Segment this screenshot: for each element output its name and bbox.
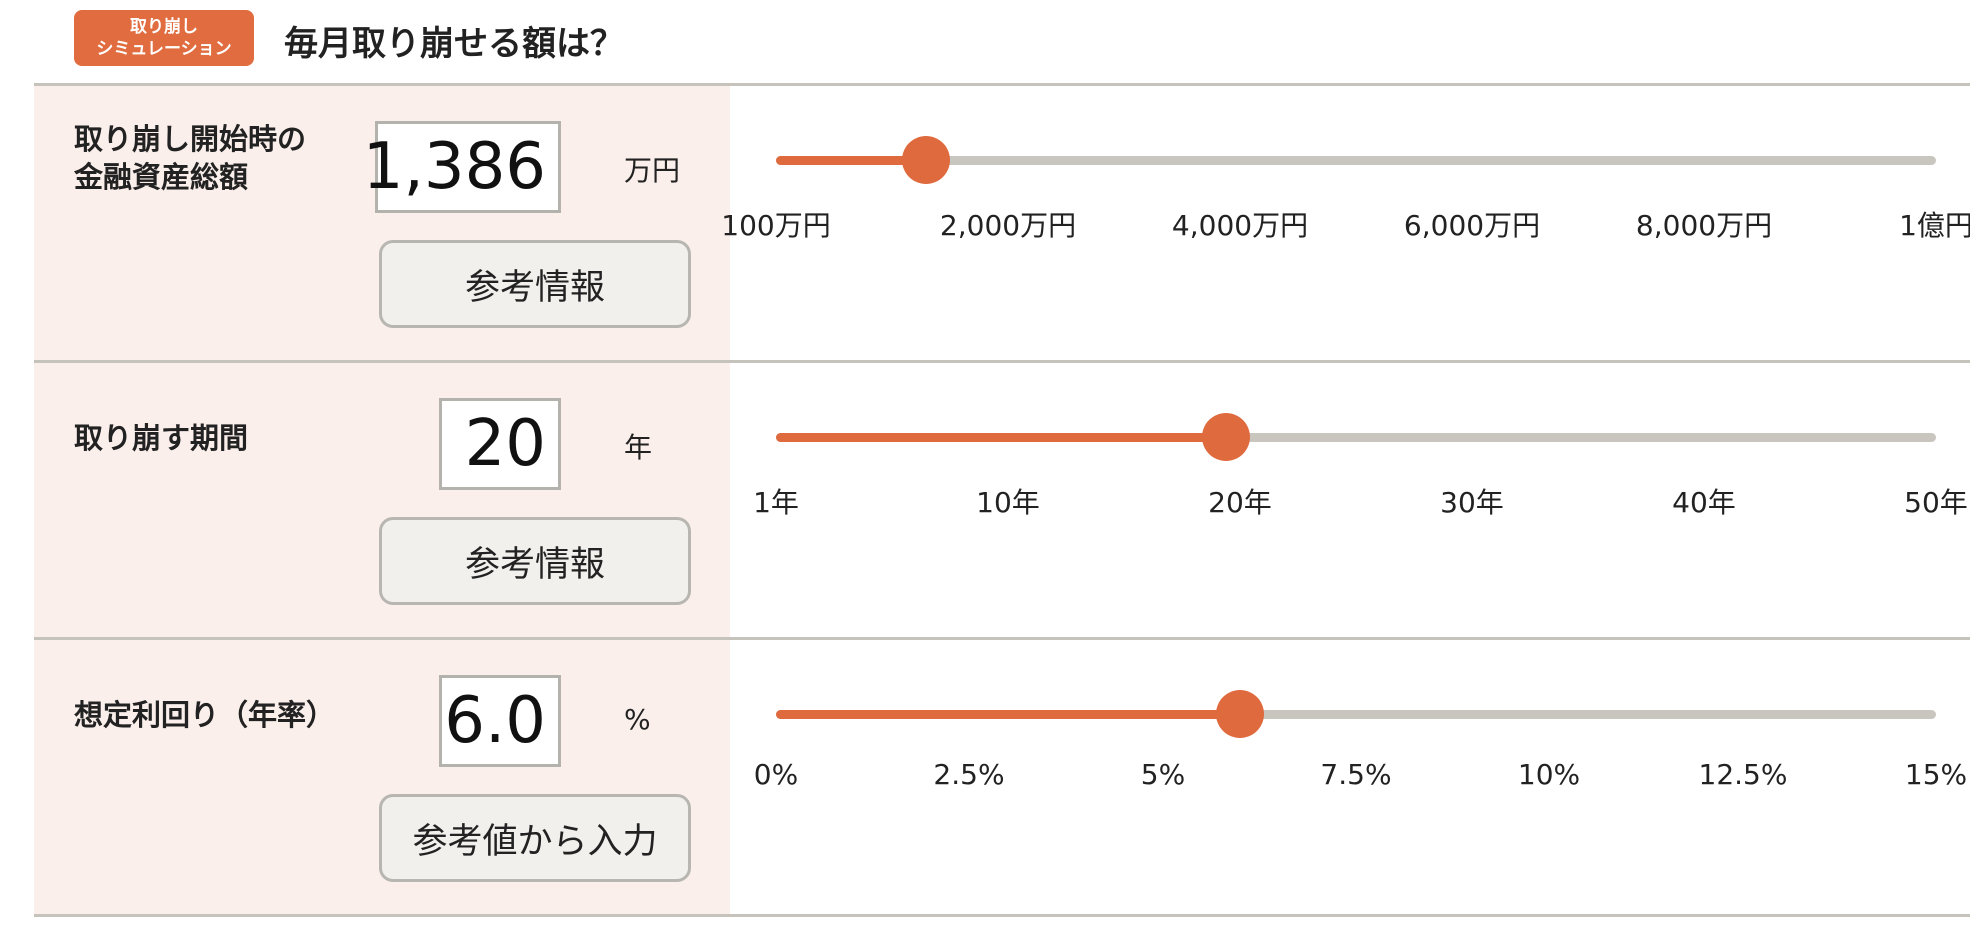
slider-tick-label: 7.5% <box>1320 758 1392 791</box>
slider-tick-label: 30年 <box>1440 486 1504 519</box>
expected-yield-unit: % <box>624 703 651 736</box>
slider-thumb[interactable] <box>902 136 950 184</box>
slider-track <box>776 156 1936 165</box>
expected-yield-row: 想定利回り（年率） 6.0 % 参考値から入力 0% 2.5% 5% 7.5% 10% 1… <box>34 637 1970 917</box>
slider-tick-label: 5% <box>1140 758 1186 791</box>
header: 取り崩し シミュレーション 毎月取り崩せる額は？ <box>0 0 1970 84</box>
expected-yield-input-area: 想定利回り（年率） 6.0 % 参考値から入力 <box>34 640 730 914</box>
asset-reference-info-button[interactable]: 参考情報 <box>379 240 691 328</box>
expected-yield-label: 想定利回り（年率） <box>74 698 336 732</box>
badge-line-1: 取り崩し <box>130 17 198 37</box>
slider-tick-label: 1億円 <box>1899 209 1970 242</box>
slider-fill <box>776 156 926 165</box>
simulation-badge: 取り崩し シミュレーション <box>74 10 254 66</box>
withdrawal-period-unit: 年 <box>624 431 653 464</box>
withdrawal-period-slider[interactable] <box>776 407 1936 467</box>
badge-line-2: シミュレーション <box>96 39 232 59</box>
asset-total-label-line-1: 取り崩し開始時の <box>74 122 307 156</box>
yield-reference-value-button[interactable]: 参考値から入力 <box>379 794 691 882</box>
expected-yield-tick-labels: 0% 2.5% 5% 7.5% 10% 12.5% 15% <box>754 758 1967 798</box>
slider-tick-label: 0% <box>753 758 799 791</box>
slider-thumb[interactable] <box>1216 690 1264 738</box>
withdrawal-period-label: 取り崩す期間 <box>74 421 249 455</box>
page-title: 毎月取り崩せる額は？ <box>284 24 624 64</box>
slider-tick-label: 4,000万円 <box>1171 209 1309 242</box>
slider-tick-label: 15% <box>1904 758 1968 791</box>
asset-total-label: 取り崩し開始時の 金融資産総額 <box>74 120 306 196</box>
period-reference-info-button[interactable]: 参考情報 <box>379 517 691 605</box>
slider-fill <box>776 710 1240 719</box>
withdrawal-period-tick-labels: 1年 10年 20年 30年 40年 50年 <box>753 481 1968 521</box>
slider-tick-label: 8,000万円 <box>1635 209 1773 242</box>
asset-total-slider[interactable] <box>776 130 1936 190</box>
withdrawal-period-row: 取り崩す期間 20 年 参考情報 1年 10年 20年 30年 40年 50年 <box>34 360 1970 637</box>
slider-tick-label: 6,000万円 <box>1403 209 1541 242</box>
slider-tick-label: 50年 <box>1904 486 1968 519</box>
slider-tick-label: 10年 <box>976 486 1040 519</box>
slider-tick-label: 2.5% <box>933 758 1005 791</box>
slider-tick-label: 1年 <box>753 486 799 519</box>
slider-track <box>776 433 1936 442</box>
slider-tick-label: 10% <box>1517 758 1581 791</box>
asset-total-input[interactable]: 1,386 <box>363 121 561 213</box>
withdrawal-period-input[interactable]: 20 <box>439 398 561 490</box>
slider-tick-label: 20年 <box>1208 486 1272 519</box>
slider-tick-label: 100万円 <box>721 209 831 242</box>
slider-thumb[interactable] <box>1202 413 1250 461</box>
slider-tick-label: 12.5% <box>1698 758 1788 791</box>
asset-total-tick-labels: 100万円 2,000万円 4,000万円 6,000万円 8,000万円 1億円 <box>721 204 1970 244</box>
expected-yield-slider[interactable] <box>776 684 1936 744</box>
withdrawal-period-input-area: 取り崩す期間 20 年 参考情報 <box>34 363 730 637</box>
asset-total-unit: 万円 <box>624 154 681 187</box>
slider-fill <box>776 433 1226 442</box>
slider-tick-label: 40年 <box>1672 486 1736 519</box>
expected-yield-input[interactable]: 6.0 <box>439 675 561 767</box>
slider-tick-label: 2,000万円 <box>939 209 1077 242</box>
slider-track <box>776 710 1936 719</box>
asset-total-input-area: 取り崩し開始時の 金融資産総額 1,386 万円 参考情報 <box>34 86 730 360</box>
asset-total-label-line-2: 金融資産総額 <box>74 160 249 194</box>
asset-total-row: 取り崩し開始時の 金融資産総額 1,386 万円 参考情報 100万円 2,000… <box>34 83 1970 360</box>
